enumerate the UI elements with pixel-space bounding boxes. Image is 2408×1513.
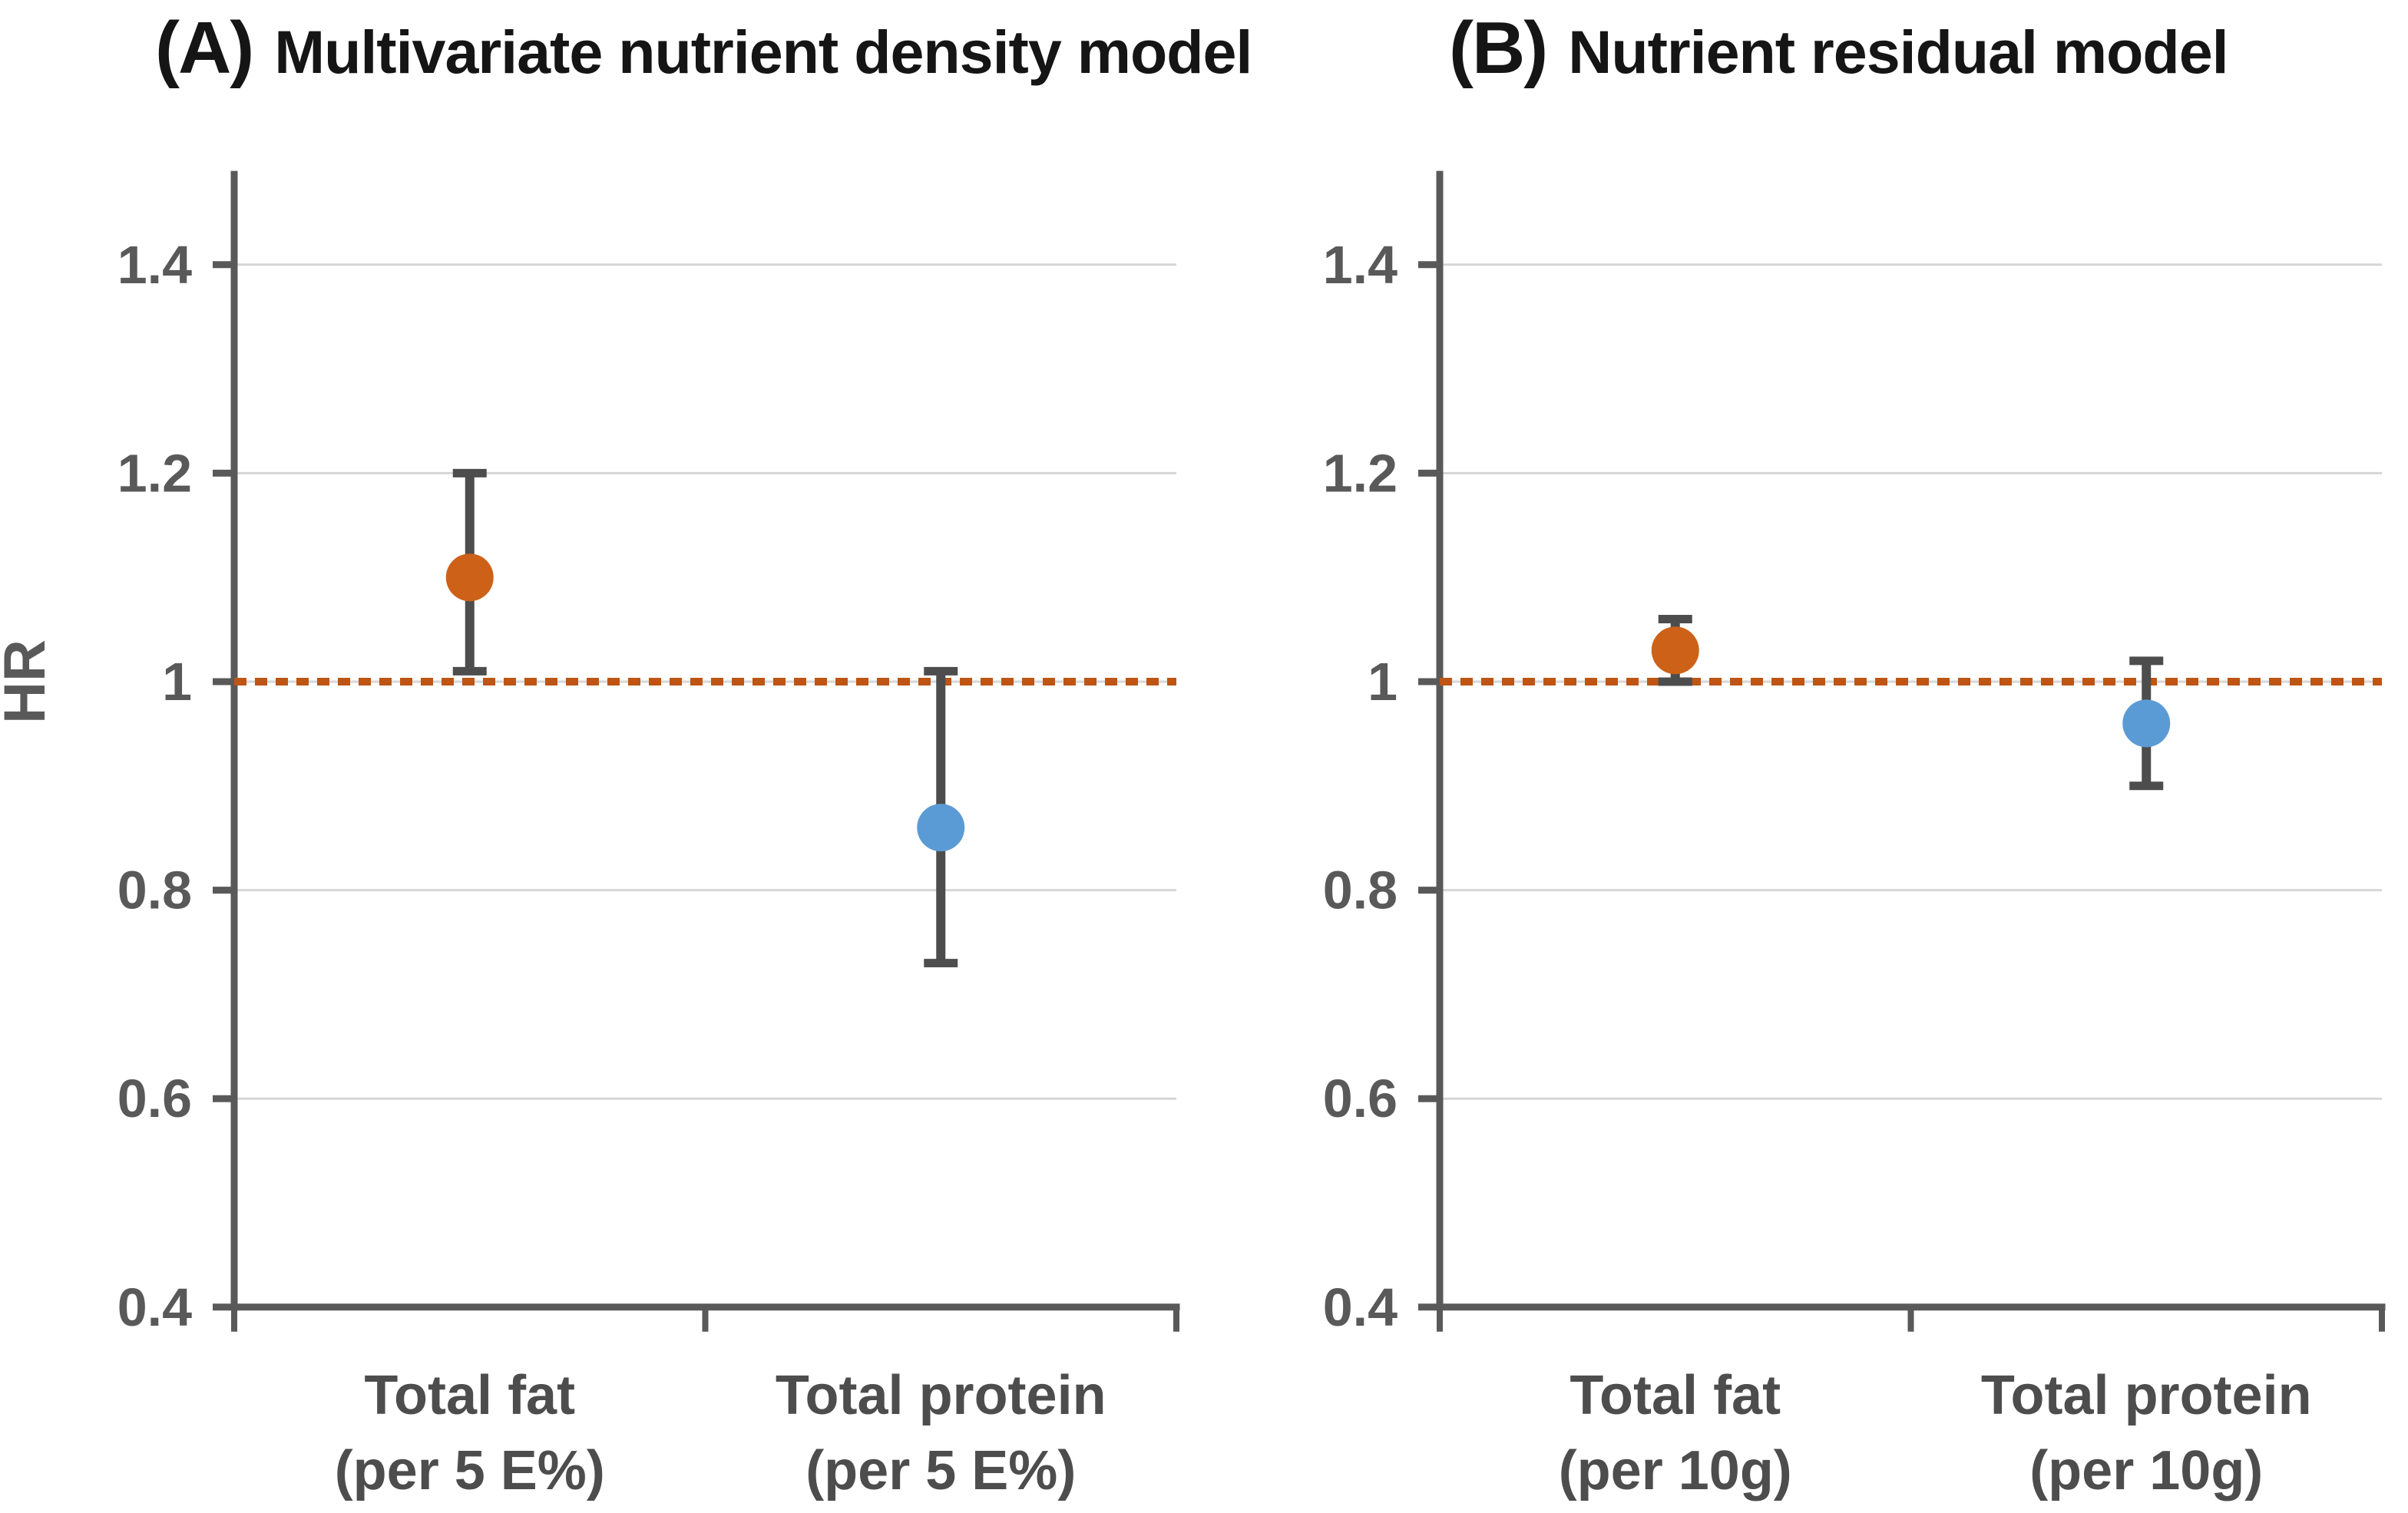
y-tick-label: 0.6: [117, 1069, 192, 1128]
y-tick-label: 0.4: [117, 1277, 192, 1337]
y-tick-label: 0.4: [1323, 1277, 1398, 1337]
category-label-line1: Total fat: [1570, 1365, 1781, 1426]
panel-a-tag: (A): [155, 7, 254, 89]
category-label-line1: Total protein: [1981, 1365, 2312, 1426]
data-point-marker: [2122, 699, 2171, 748]
category-label-line2: (per 10g): [1559, 1440, 1792, 1501]
y-tick-label: 1: [162, 652, 192, 712]
category-label-line2: (per 5 E%): [335, 1440, 605, 1501]
y-tick-label: 1.4: [117, 235, 192, 295]
data-point-marker: [1651, 626, 1699, 675]
data-point-marker: [917, 804, 965, 852]
panel-b-title: (B) Nutrient residual model: [1449, 6, 2229, 91]
category-label-line1: Total protein: [776, 1365, 1106, 1426]
y-tick-label: 0.8: [1323, 861, 1398, 920]
y-axis-title: HR: [0, 639, 58, 724]
category-label-line2: (per 5 E%): [805, 1440, 1076, 1501]
data-point-marker: [445, 553, 494, 602]
category-label-line2: (per 10g): [2029, 1440, 2263, 1501]
panel-b-tag: (B): [1449, 7, 1548, 89]
panel-a-title-text: Multivariate nutrient density model: [274, 18, 1252, 86]
y-tick-label: 1.2: [1323, 443, 1398, 503]
y-tick-label: 1.4: [1323, 235, 1398, 295]
y-tick-label: 1.2: [117, 443, 192, 503]
y-tick-label: 1: [1368, 652, 1398, 712]
panel-b-title-text: Nutrient residual model: [1568, 18, 2228, 86]
category-label-line1: Total fat: [364, 1365, 575, 1426]
y-tick-label: 0.8: [117, 861, 192, 920]
panel-a-title: (A) Multivariate nutrient density model: [155, 6, 1252, 91]
y-tick-label: 0.6: [1323, 1069, 1398, 1128]
